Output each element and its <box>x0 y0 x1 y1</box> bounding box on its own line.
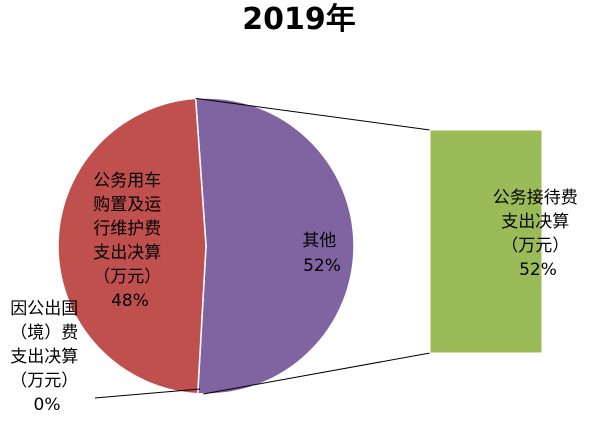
bar-segment-reception <box>429 129 543 354</box>
overseas-leader-line <box>94 388 201 399</box>
slice-label-other: 其他 52% <box>302 231 341 276</box>
main-pie <box>57 97 355 395</box>
pie-slice-other <box>194 97 355 395</box>
slice-label-vehicle: 公务用车 购置及运 行维护费 支出决算 （万元） 48% <box>93 171 166 311</box>
pie-slice-vehicle <box>57 97 207 395</box>
connector-top <box>195 97 431 131</box>
connector-bottom <box>203 352 431 395</box>
secondary-bar <box>429 129 543 354</box>
slice-label-overseas: 因公出国 （境）费 支出决算 （万元） 0% <box>10 299 83 415</box>
bar-label-reception: 公务接待费 支出决算 （万元） 52% <box>493 188 583 280</box>
chart-title: 2019年 <box>242 2 356 37</box>
connector-lines <box>195 97 431 395</box>
